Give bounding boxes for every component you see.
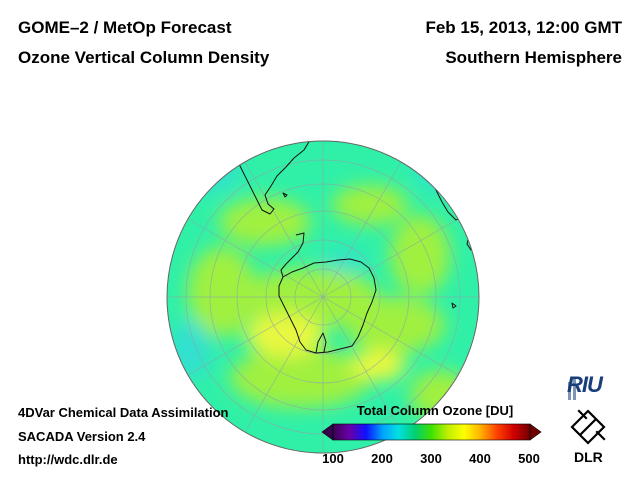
kerguelen	[451, 302, 457, 309]
quantity-title: Ozone Vertical Column Density	[18, 48, 270, 67]
antarctica-coast	[278, 258, 377, 354]
dlr-logo-text: DLR	[574, 449, 603, 465]
riu-logo: RIU	[567, 372, 603, 397]
url-label: http://wdc.dlr.de	[18, 452, 118, 467]
antarctic-peninsula	[280, 232, 305, 278]
method-label: 4DVar Chemical Data Assimilation	[18, 405, 229, 420]
south-america-coast	[231, 141, 311, 215]
colorbar-tick-300: 300	[420, 451, 442, 466]
product-title: GOME–2 / MetOp Forecast	[18, 18, 232, 37]
version-label: SACADA Version 2.4	[18, 429, 146, 444]
colorbar-min-triangle	[321, 423, 334, 441]
datetime-label: Feb 15, 2013, 12:00 GMT	[425, 18, 622, 37]
region-label: Southern Hemisphere	[445, 48, 622, 67]
colorbar-tick-500: 500	[518, 451, 540, 466]
graticule	[167, 141, 479, 453]
colorbar-max-triangle	[529, 423, 542, 441]
colorbar-tick-200: 200	[371, 451, 393, 466]
colorbar-tick-400: 400	[469, 451, 491, 466]
colorbar-tick-100: 100	[322, 451, 344, 466]
ross-sea-inlet	[315, 332, 327, 354]
colorbar	[321, 423, 542, 441]
colorbar-title: Total Column Ozone [DU]	[356, 403, 514, 418]
dlr-logo	[570, 409, 606, 445]
riu-logo-mark	[568, 378, 576, 400]
falkland-islands	[282, 192, 288, 198]
globe-rim	[166, 140, 480, 454]
colorbar-ramp	[332, 423, 531, 441]
globe	[167, 141, 479, 453]
ozone-field	[170, 141, 470, 420]
